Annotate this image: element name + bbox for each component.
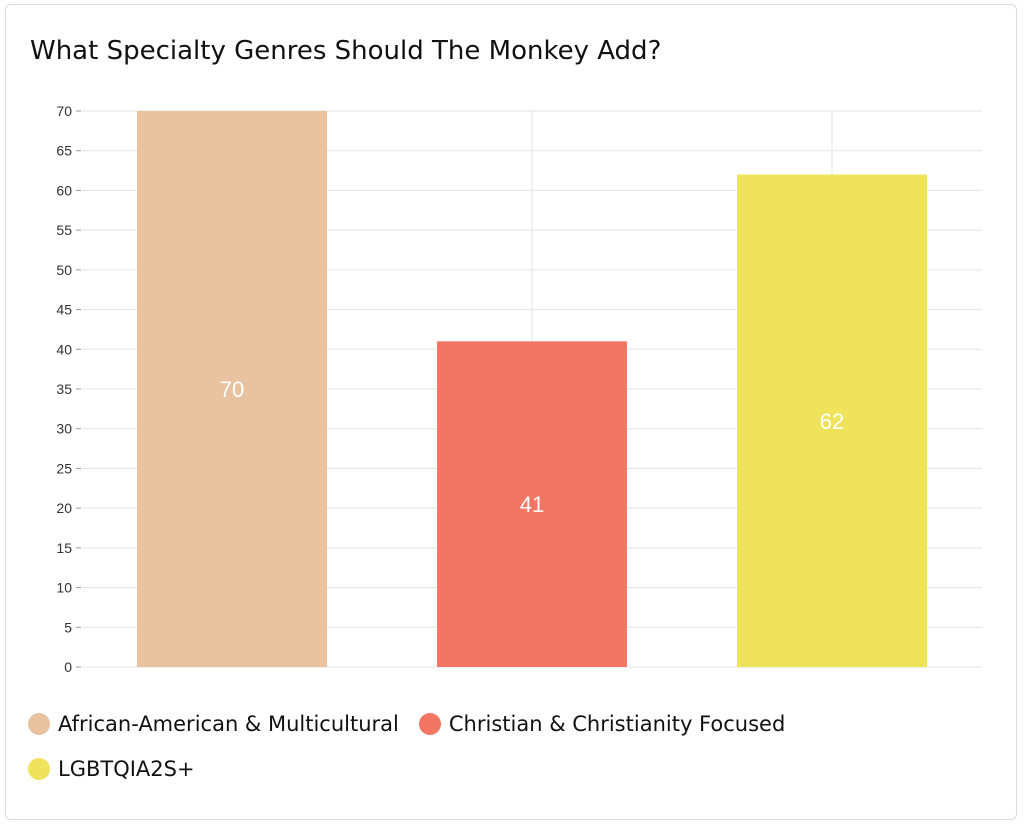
y-tick-label: 55 [56,222,72,238]
y-tick-label: 65 [56,143,72,159]
legend-swatch [418,713,441,735]
y-tick-label: 15 [56,540,72,556]
y-tick-label: 40 [56,341,72,357]
y-tick-label: 35 [56,381,72,397]
chart-legend: African-American & Multicultural Christia… [28,706,988,796]
legend-item[interactable]: African-American & Multicultural [28,706,399,742]
bar-value-label: 62 [820,409,844,434]
bar-value-label: 70 [220,377,244,402]
bar-value-labels: 70 41 62 [220,377,844,517]
y-tick-label: 50 [56,262,72,278]
bar-1[interactable] [137,111,327,667]
legend-swatch [28,713,50,735]
bar-3[interactable] [737,174,927,668]
y-tick-label: 10 [56,580,72,596]
bar-2[interactable] [437,341,627,667]
y-tick-label: 20 [56,500,72,516]
y-tick-label: 70 [56,103,72,119]
bar-value-label: 41 [520,492,544,517]
y-axis: 0 5 10 15 20 25 30 35 40 45 50 55 60 65 70 [56,103,81,675]
chart-title: What Specialty Genres Should The Monkey … [30,36,662,66]
bar-chart: 0 5 10 15 20 25 30 35 40 45 50 55 60 65 70 70 41 62 [56,103,982,675]
legend-swatch [28,758,50,780]
legend-label: Christian & Christianity Focused [448,712,786,736]
y-tick-label: 5 [64,619,72,635]
legend-label: LGBTQIA2S+ [58,757,195,781]
legend-item[interactable]: LGBTQIA2S+ [28,751,195,787]
y-tick-label: 45 [56,302,72,318]
y-tick-label: 25 [56,460,72,476]
legend-item[interactable]: Christian & Christianity Focused [418,706,786,742]
legend-label: African-American & Multicultural [58,712,399,736]
y-tick-label: 60 [56,182,72,198]
y-tick-label: 30 [56,421,72,437]
y-tick-label: 0 [64,659,72,675]
bars [137,111,927,668]
